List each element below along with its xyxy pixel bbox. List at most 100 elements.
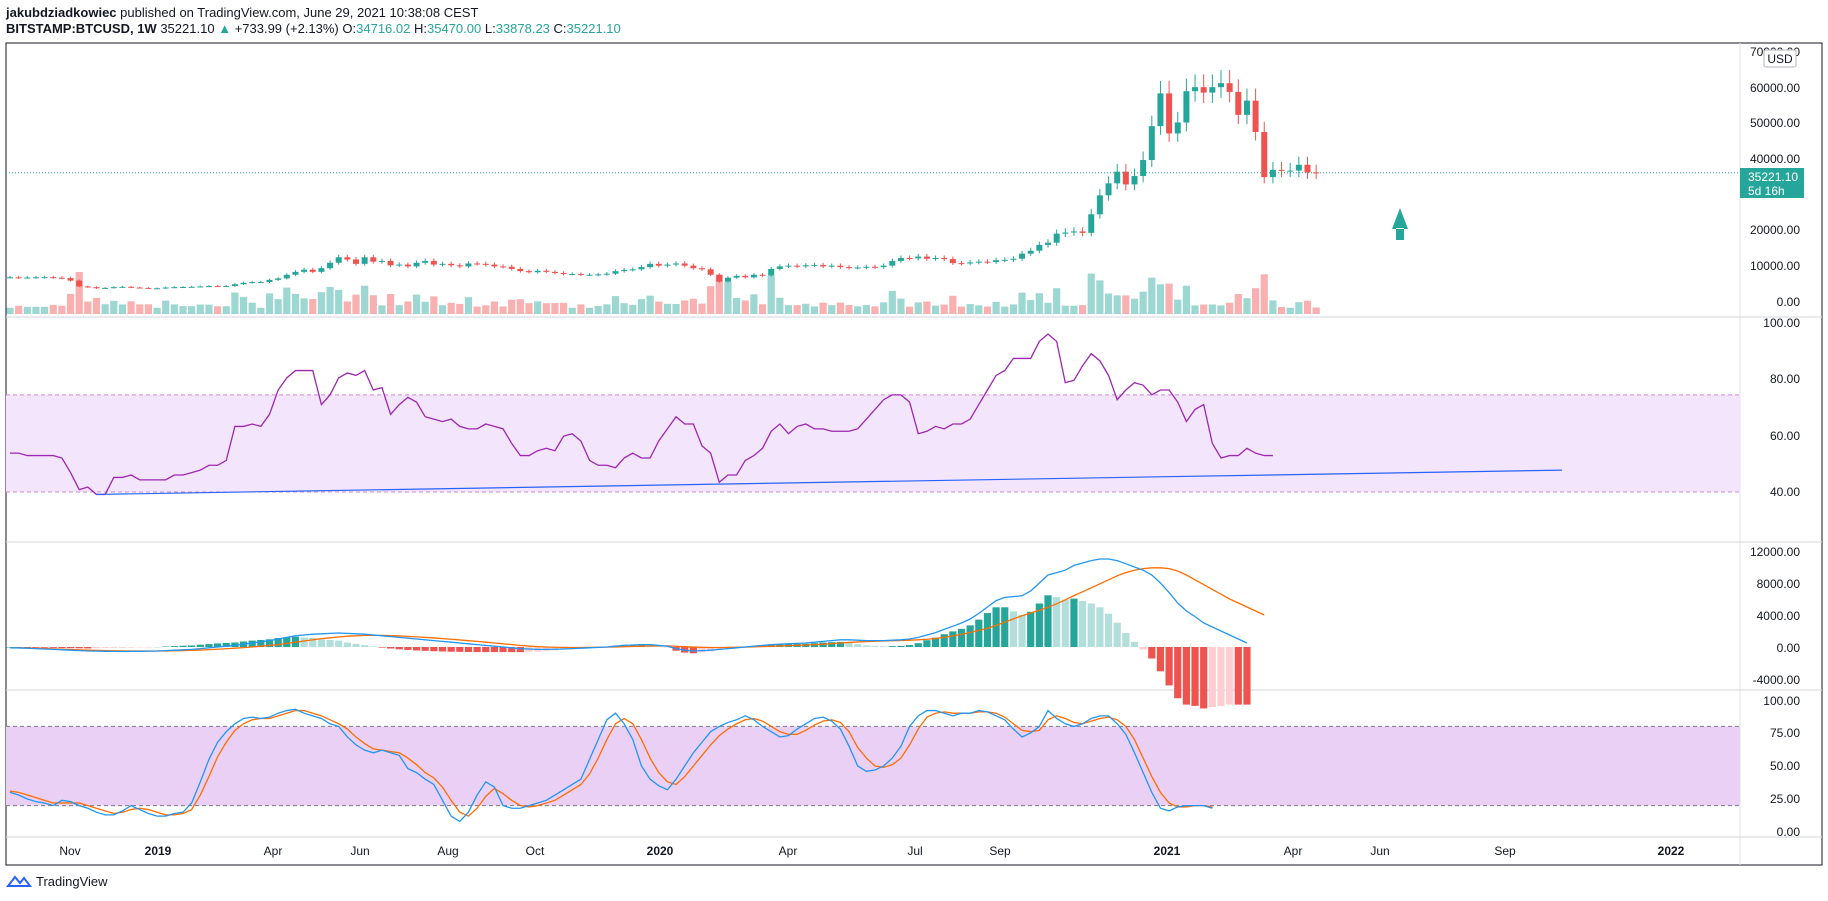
macd-histogram-bar (257, 639, 265, 647)
currency-badge[interactable] (1763, 49, 1797, 68)
time-tick: Jun (350, 844, 369, 858)
volume-bar (214, 306, 222, 314)
macd-pane[interactable] (6, 558, 1265, 709)
macd-histogram-bar (222, 642, 230, 647)
candle-body (283, 274, 290, 279)
macd-signal-line (9, 567, 1265, 652)
macd-histogram-bar (560, 647, 568, 650)
candle-body (560, 272, 567, 275)
symbol-name[interactable]: BITSTAMP:BTCUSD, 1W (6, 21, 157, 36)
candle-body (923, 256, 930, 259)
candle-body (534, 270, 541, 273)
candle-body (128, 286, 135, 288)
volume-bar (378, 305, 386, 314)
volume-bar (499, 306, 507, 314)
macd-histogram-bar (205, 644, 213, 647)
volume-bar (1226, 302, 1234, 314)
candle-body (465, 263, 472, 267)
macd-histogram-bar (689, 647, 697, 654)
price-axis[interactable]: 70000.00 60000.00 50000.00 40000.00 2000… (1740, 45, 1804, 309)
candle-body (292, 271, 299, 275)
macd-histogram-bar (162, 646, 170, 647)
volume-bar (1303, 300, 1312, 314)
candle-body (733, 275, 740, 278)
volume-bar (880, 302, 888, 314)
candle-body (1096, 195, 1103, 215)
volume-bar (914, 302, 922, 314)
volume-bar (231, 292, 239, 314)
publisher-name[interactable]: jakubdziadkowiec (6, 5, 117, 20)
stoch-pane[interactable] (6, 708, 1740, 823)
candle-body (993, 260, 1000, 263)
low-label: L: (484, 21, 496, 36)
time-tick: Sep (989, 844, 1011, 858)
volume-bar (1148, 277, 1156, 314)
macd-histogram-bar (352, 643, 360, 647)
macd-histogram-bar (1217, 647, 1225, 706)
macd-histogram-bar (84, 647, 92, 649)
time-axis[interactable]: Nov 2019 Apr Jun Aug Oct 2020 Apr Jul Se… (59, 844, 1684, 858)
candle-body (846, 267, 853, 269)
candle-body (681, 263, 688, 266)
candle-body (716, 274, 723, 282)
rsi-axis[interactable]: 100.00 80.00 60.00 40.00 (1763, 316, 1800, 499)
macd-histogram-bar (1191, 647, 1199, 706)
volume-bar (101, 304, 109, 314)
candle-body (378, 260, 385, 262)
volume-bar (118, 304, 127, 314)
candle-body (1243, 100, 1250, 115)
candle-body (110, 287, 117, 289)
footer-brand[interactable]: TradingView (6, 873, 108, 889)
volume-bar (456, 303, 464, 314)
candle-body (1131, 176, 1138, 185)
macd-histogram-bar (663, 647, 671, 648)
volume-bar (309, 299, 317, 314)
macd-histogram-bar (931, 637, 940, 647)
stoch-axis[interactable]: 100.00 75.00 50.00 25.00 0.00 (1763, 694, 1800, 839)
candle-body (327, 262, 334, 269)
macd-histogram-bar (361, 645, 369, 647)
volume-bar (655, 301, 663, 314)
macd-axis[interactable]: 12000.00 8000.00 4000.00 0.00 -4000.00 (1750, 545, 1800, 687)
volume-bar (6, 307, 14, 314)
volume-bar (421, 301, 429, 314)
candle-body (240, 282, 247, 285)
candle-body (24, 277, 31, 279)
macd-line (9, 558, 1248, 653)
candle-body (448, 263, 455, 266)
candle-body (1105, 183, 1112, 196)
volume-bar (871, 306, 879, 314)
volume-bar (923, 301, 931, 314)
volume-bar (1104, 293, 1113, 314)
volume-bar (1286, 307, 1294, 314)
stoch-band (6, 726, 1740, 806)
volume-bar (179, 306, 187, 314)
candle-body (439, 263, 446, 265)
candle-body (647, 263, 654, 268)
macd-histogram-bar (66, 647, 75, 649)
macd-histogram-bar (1122, 632, 1130, 647)
macd-histogram-bar (412, 647, 421, 651)
rsi-trendline (96, 469, 1563, 496)
candle-body (828, 265, 835, 267)
macd-histogram-bar (438, 647, 447, 652)
volume-bar (689, 298, 697, 314)
candle-body (396, 264, 403, 266)
macd-histogram-bar (715, 647, 723, 651)
publish-info: jakubdziadkowiec published on TradingVie… (6, 5, 478, 20)
close-label: C: (553, 21, 567, 36)
volume-bar (1277, 307, 1286, 314)
macd-histogram-bar (707, 647, 715, 652)
time-tick: 2020 (647, 844, 674, 858)
rsi-tick: 60.00 (1770, 429, 1800, 443)
volume-bar (1243, 298, 1251, 314)
rsi-tick: 100.00 (1763, 316, 1800, 330)
macd-histogram-bar (629, 644, 637, 647)
rsi-pane[interactable] (6, 333, 1740, 496)
candle-body (422, 260, 429, 263)
price-pane[interactable] (6, 70, 1740, 314)
stoch-d-line (9, 709, 1213, 817)
volume-bar (144, 304, 152, 314)
candle-body (119, 286, 126, 288)
